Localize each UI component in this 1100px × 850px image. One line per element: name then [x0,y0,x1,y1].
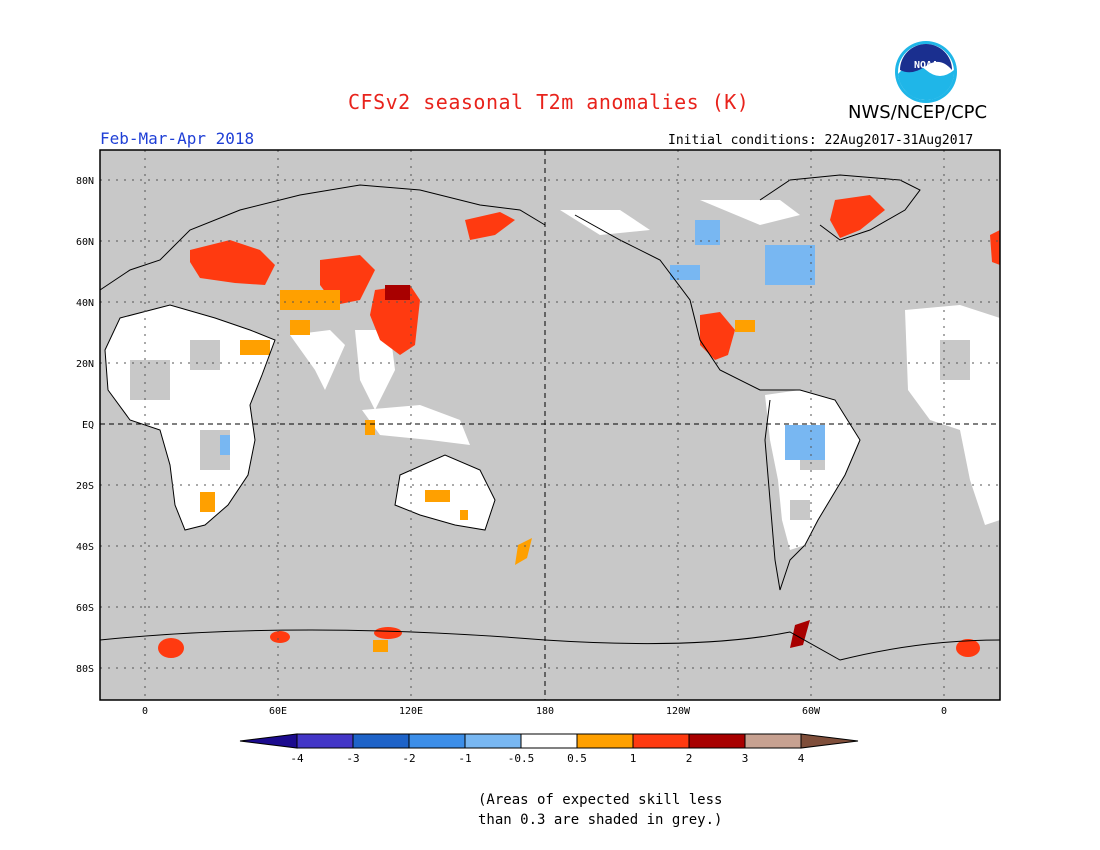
lon-label: 0 [941,706,947,717]
lat-label: 40N [76,298,94,309]
warm-anomaly-areas [158,195,1000,658]
lat-label: 80N [76,176,94,187]
colorbar-segment [800,733,859,749]
noaa-logo-text: NOAA [914,60,938,71]
lat-label: 20N [76,359,94,370]
colorbar-segment [408,733,466,749]
lat-label: 40S [76,542,94,553]
colorbar-segment [688,733,746,749]
lon-label: 180 [536,706,554,717]
cool-anomaly-areas [220,220,825,460]
colorbar-tick: 0.5 [567,752,587,765]
lat-labels: 80N 60N 40N 20N EQ 20S 40S 60S 80S [76,176,94,675]
colorbar [239,733,859,749]
colorbar-tick: -1 [458,752,471,765]
mild-warm-areas [200,290,755,652]
lat-label: EQ [82,420,94,431]
colorbar-tick: -2 [402,752,415,765]
initial-conditions: Initial conditions: 22Aug2017-31Aug2017 [668,133,974,148]
agency-label: NWS/NCEP/CPC [848,102,988,123]
noaa-logo: NOAA [894,40,958,104]
colorbar-tick: 1 [630,752,637,765]
colorbar-tick: -4 [290,752,304,765]
colorbar-segment [744,733,802,749]
lon-label: 60E [269,706,287,717]
colorbar-ticks: -4 -3 -2 -1 -0.5 0.5 1 2 3 4 [290,752,804,765]
skill-footnote: (Areas of expected skill less than 0.3 a… [478,790,722,830]
forecast-period: Feb-Mar-Apr 2018 [100,129,255,148]
lon-label: 0 [142,706,148,717]
coastlines [99,174,1001,661]
colorbar-segment [520,733,578,749]
lon-label: 120W [666,706,691,717]
colorbar-tick: 3 [742,752,749,765]
lon-label: 60W [802,706,821,717]
colorbar-tick: 2 [686,752,693,765]
footnote-line: than 0.3 are shaded in grey.) [478,812,723,828]
footnote-line: (Areas of expected skill less [478,792,723,808]
lat-label: 80S [76,664,94,675]
map-title: CFSv2 seasonal T2m anomalies (K) [348,90,750,114]
colorbar-segment [296,733,354,749]
colorbar-segment [464,733,522,749]
colorbar-segment [239,733,298,749]
colorbar-segment [352,733,410,749]
colorbar-tick: 4 [798,752,805,765]
skill-land-areas [105,200,1000,550]
lat-label: 60S [76,603,94,614]
lat-label: 60N [76,237,94,248]
colorbar-segment [632,733,690,749]
lon-labels: 0 60E 120E 180 120W 60W 0 [142,706,947,717]
map-frame [99,149,1001,701]
colorbar-tick: -3 [346,752,359,765]
lat-label: 20S [76,481,94,492]
colorbar-tick: -0.5 [508,752,535,765]
lon-label: 120E [399,706,423,717]
graticule [100,150,1000,700]
colorbar-segment [576,733,634,749]
